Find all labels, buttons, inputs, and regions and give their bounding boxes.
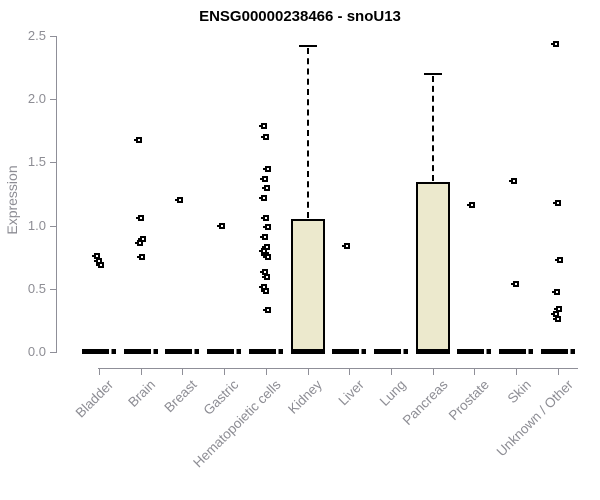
x-tick <box>349 368 351 375</box>
outlier-point <box>554 256 563 263</box>
outlier-point <box>509 178 518 185</box>
y-tick-label: 1.5 <box>27 154 46 170</box>
x-tick <box>140 368 142 375</box>
outlier-point <box>262 223 271 230</box>
x-tick-label: Bladder <box>73 377 117 421</box>
x-tick-label: Liver <box>335 377 367 409</box>
collapsed-box-at-zero <box>374 349 409 355</box>
x-tick <box>432 368 434 375</box>
x-axis-line <box>98 368 578 369</box>
outlier-point <box>261 274 270 281</box>
whisker <box>431 76 434 181</box>
x-tick-label: Gastric <box>200 377 242 418</box>
x-tick <box>99 368 100 375</box>
outlier-point <box>260 134 269 141</box>
outlier-point <box>175 197 184 204</box>
collapsed-box-at-zero <box>499 349 534 355</box>
x-tick-label: Lung <box>376 377 409 409</box>
y-tick-label: 1.0 <box>27 217 46 233</box>
y-tick <box>50 288 56 290</box>
collapsed-box-at-zero <box>123 349 158 355</box>
collapsed-box-at-zero <box>207 349 242 355</box>
median-line <box>290 349 325 355</box>
y-tick <box>50 99 56 101</box>
whisker-cap <box>298 45 317 48</box>
x-tick-label: Brain <box>125 377 159 410</box>
outlier-point <box>92 252 100 259</box>
x-tick <box>182 368 184 375</box>
outlier-point <box>258 122 267 129</box>
outlier-point <box>261 243 270 250</box>
x-tick-label: Kidney <box>285 377 326 417</box>
outlier-point <box>260 288 269 295</box>
y-tick-label: 2.0 <box>27 91 46 107</box>
whisker-cap <box>423 73 442 76</box>
outlier-point <box>262 165 271 172</box>
outlier-point <box>259 175 268 182</box>
x-tick-label: Pancreas <box>399 377 451 428</box>
x-tick <box>474 368 476 375</box>
y-tick <box>50 36 56 38</box>
outlier-point <box>137 236 146 243</box>
x-tick <box>391 368 393 375</box>
y-tick-label: 0.0 <box>27 343 46 359</box>
outlier-point <box>134 240 143 247</box>
outlier-point <box>552 199 561 206</box>
outlier-point <box>551 289 560 296</box>
chart-title: ENSG00000238466 - snoU13 <box>199 8 401 25</box>
y-tick <box>50 162 56 164</box>
outlier-point <box>467 202 476 209</box>
outlier-point <box>552 315 561 322</box>
outlier-point <box>550 310 559 317</box>
outlier-point <box>259 233 268 240</box>
outlier-point <box>262 307 271 314</box>
collapsed-box-at-zero <box>165 349 200 355</box>
outlier-point <box>259 269 268 276</box>
x-tick <box>557 368 559 375</box>
y-tick-label: 0.5 <box>27 280 46 296</box>
outlier-point <box>96 261 104 268</box>
y-tick <box>50 351 56 353</box>
collapsed-box-at-zero <box>248 349 283 355</box>
collapsed-box-at-zero <box>540 349 575 355</box>
median-line <box>415 349 450 355</box>
outlier-point <box>261 184 270 191</box>
outlier-point <box>217 222 226 229</box>
x-tick-label: Unknown / Other <box>493 377 576 460</box>
outlier-point <box>262 254 271 261</box>
outlier-point <box>136 254 145 261</box>
x-tick-label: Prostate <box>445 377 493 424</box>
x-tick <box>224 368 226 375</box>
outlier-point <box>342 242 351 249</box>
collapsed-box-at-zero <box>332 349 367 355</box>
y-tick <box>50 225 56 227</box>
box <box>415 181 450 354</box>
x-tick <box>265 368 267 375</box>
whisker <box>306 48 309 219</box>
outlier-point <box>135 214 144 221</box>
x-tick <box>516 368 518 375</box>
collapsed-box-at-zero <box>82 349 116 355</box>
collapsed-box-at-zero <box>457 349 492 355</box>
box <box>290 219 325 354</box>
outlier-point <box>260 214 269 221</box>
outlier-point <box>133 136 142 143</box>
outlier-point <box>553 305 562 312</box>
x-tick-label: Skin <box>504 377 534 407</box>
y-tick-label: 2.5 <box>27 28 46 44</box>
outlier-point <box>258 194 267 201</box>
x-tick <box>307 368 309 375</box>
outlier-point <box>550 40 559 47</box>
outlier-point <box>511 280 520 287</box>
x-tick-label: Breast <box>161 377 201 416</box>
y-axis-line <box>56 36 57 353</box>
